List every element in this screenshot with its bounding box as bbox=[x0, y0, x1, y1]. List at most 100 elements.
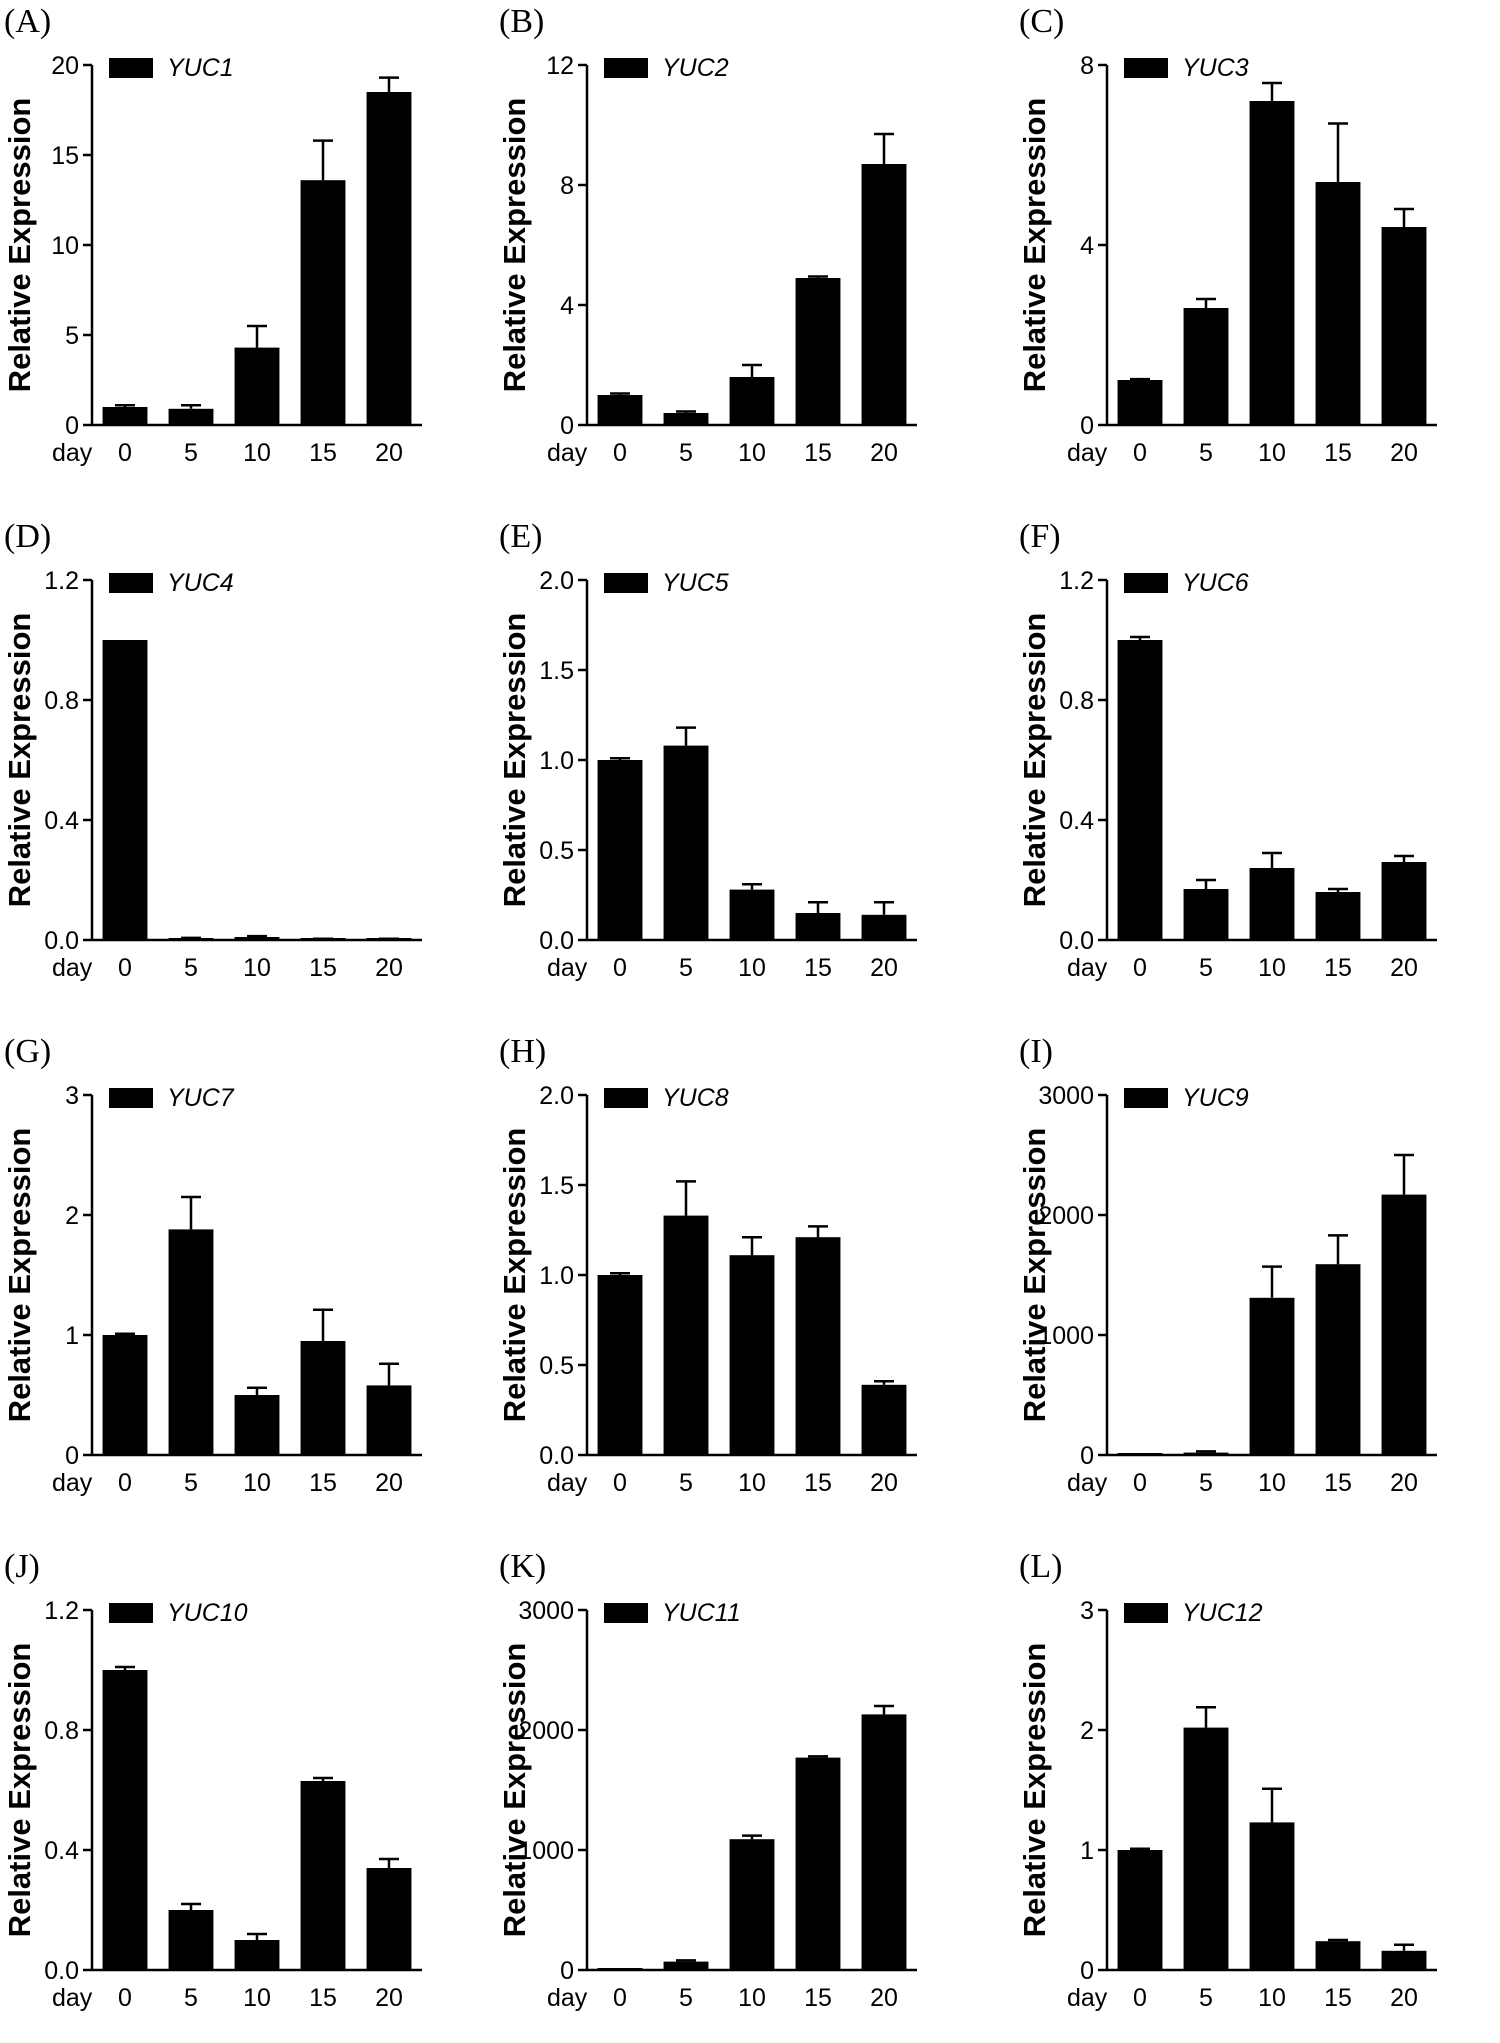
chart-panel-yuc9: (I) Relative Expression 0 1000 2000 3000 YUC9 0… bbox=[1017, 1033, 1437, 1497]
x-tick-label: 15 bbox=[309, 1984, 337, 2012]
y-tick-label: 0 bbox=[1080, 1957, 1094, 1985]
y-tick-label: 1000 bbox=[518, 1837, 574, 1865]
y-axis-label: Relative Expression bbox=[497, 613, 532, 908]
legend-label: YUC2 bbox=[662, 54, 729, 82]
x-tick-label: 20 bbox=[1390, 1984, 1418, 2012]
x-tick-label: 20 bbox=[870, 1984, 898, 2012]
y-tick-label: 1.2 bbox=[44, 567, 79, 595]
y-tick-label: 0 bbox=[1080, 412, 1094, 440]
x-tick-label: 0 bbox=[613, 954, 627, 982]
bar-day-20 bbox=[366, 1868, 412, 1970]
y-tick-label: 3 bbox=[1080, 1597, 1094, 1625]
x-tick-label: 0 bbox=[118, 1469, 132, 1497]
error-bar bbox=[1262, 1787, 1282, 1823]
x-tick-label: 15 bbox=[804, 439, 832, 467]
x-tick-label: 5 bbox=[184, 1469, 198, 1497]
bar-day-20 bbox=[861, 164, 907, 425]
error-bar bbox=[181, 1195, 201, 1230]
x-tick-label: 10 bbox=[243, 439, 271, 467]
bar-day-15 bbox=[1315, 892, 1361, 940]
y-tick-label: 3 bbox=[65, 1082, 79, 1110]
error-bar bbox=[742, 1834, 762, 1840]
x-axis-label: day bbox=[1067, 439, 1108, 467]
legend-label: YUC10 bbox=[167, 1599, 248, 1627]
panel-label: (A) bbox=[4, 3, 51, 40]
error-bar bbox=[1130, 1847, 1150, 1851]
error-bar bbox=[1262, 851, 1282, 868]
y-tick-label: 0.4 bbox=[44, 807, 79, 835]
y-tick-label: 1.0 bbox=[539, 747, 574, 775]
x-tick-label: 15 bbox=[309, 954, 337, 982]
y-axis-label: Relative Expression bbox=[2, 613, 37, 908]
y-tick-label: 1.0 bbox=[539, 1262, 574, 1290]
bar-day-5 bbox=[168, 1229, 214, 1455]
y-tick-label: 0.5 bbox=[539, 1352, 574, 1380]
x-tick-label: 10 bbox=[243, 1984, 271, 2012]
bar-day-20 bbox=[861, 914, 907, 940]
y-axis-label: Relative Expression bbox=[497, 98, 532, 393]
x-tick-label: 5 bbox=[1199, 1469, 1213, 1497]
x-tick-label: 15 bbox=[1324, 1469, 1352, 1497]
y-tick-label: 0.0 bbox=[539, 927, 574, 955]
x-axis-label: day bbox=[547, 954, 588, 982]
error-bar bbox=[1328, 1938, 1348, 1942]
error-bar bbox=[247, 1386, 267, 1395]
chart-panel-yuc2: (B) Relative Expression 0 4 8 12 YUC2 0 5 10 15 20 d… bbox=[497, 3, 917, 467]
bar-day-15 bbox=[300, 1781, 346, 1970]
bar-day-5 bbox=[663, 1215, 709, 1455]
bar-day-15 bbox=[795, 1757, 841, 1970]
error-bar bbox=[808, 275, 828, 278]
y-tick-label: 12 bbox=[546, 52, 574, 80]
bar-day-10 bbox=[1249, 1822, 1295, 1970]
y-tick-label: 2 bbox=[1080, 1717, 1094, 1745]
bar-day-10 bbox=[234, 347, 280, 425]
error-bar bbox=[379, 1857, 399, 1868]
error-bar bbox=[808, 1225, 828, 1238]
error-bar bbox=[1394, 854, 1414, 862]
error-bar bbox=[610, 392, 630, 395]
bar-day-5 bbox=[168, 1910, 214, 1970]
error-bar bbox=[115, 1665, 135, 1670]
legend-label: YUC11 bbox=[662, 1599, 741, 1627]
bar-day-15 bbox=[1315, 182, 1361, 425]
bar-day-20 bbox=[861, 1714, 907, 1970]
bar-day-0 bbox=[102, 1335, 148, 1455]
x-tick-label: 0 bbox=[613, 439, 627, 467]
y-tick-label: 3000 bbox=[518, 1597, 574, 1625]
x-tick-label: 15 bbox=[1324, 954, 1352, 982]
legend-label: YUC4 bbox=[167, 569, 234, 597]
bar-day-20 bbox=[861, 1384, 907, 1455]
error-bar bbox=[742, 363, 762, 377]
panel-label: (B) bbox=[499, 3, 544, 40]
legend-label: YUC8 bbox=[662, 1084, 729, 1112]
bar-day-15 bbox=[795, 1237, 841, 1455]
bar-day-0 bbox=[597, 1275, 643, 1455]
x-tick-label: 0 bbox=[613, 1469, 627, 1497]
x-tick-label: 10 bbox=[1258, 954, 1286, 982]
x-tick-label: 15 bbox=[804, 954, 832, 982]
y-tick-label: 1 bbox=[1080, 1837, 1094, 1865]
error-bar bbox=[1196, 1705, 1216, 1728]
bar-day-15 bbox=[795, 913, 841, 940]
x-tick-label: 0 bbox=[613, 1984, 627, 2012]
x-tick-label: 15 bbox=[1324, 439, 1352, 467]
panel-label: (G) bbox=[4, 1033, 51, 1070]
x-axis-label: day bbox=[1067, 1469, 1108, 1497]
y-tick-label: 0.8 bbox=[44, 1717, 79, 1745]
panel-label: (D) bbox=[4, 518, 51, 555]
error-bar bbox=[676, 410, 696, 413]
error-bar bbox=[1394, 1943, 1414, 1951]
error-bar bbox=[313, 1308, 333, 1341]
error-bar bbox=[1328, 887, 1348, 892]
bar-day-5 bbox=[1183, 308, 1229, 425]
legend-label: YUC1 bbox=[167, 54, 234, 82]
x-tick-label: 10 bbox=[1258, 439, 1286, 467]
x-tick-label: 20 bbox=[870, 1469, 898, 1497]
legend-swatch bbox=[604, 1088, 648, 1108]
legend-label: YUC6 bbox=[1182, 569, 1249, 597]
x-tick-label: 0 bbox=[1133, 954, 1147, 982]
error-bar bbox=[874, 1704, 894, 1715]
